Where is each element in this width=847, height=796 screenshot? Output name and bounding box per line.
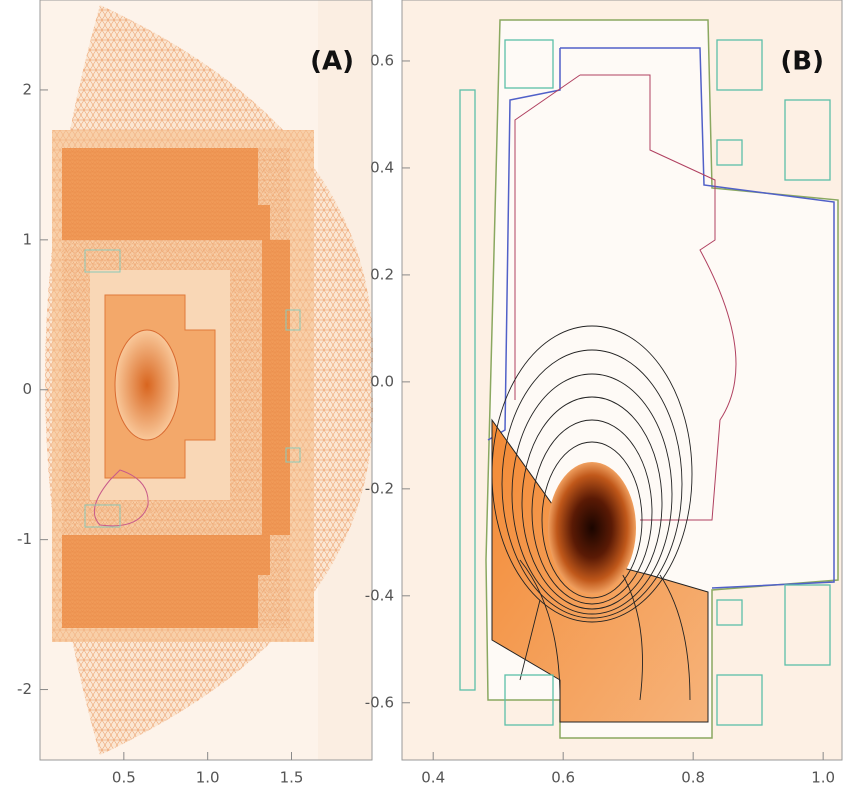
panel-a-art <box>40 0 373 760</box>
y-tick-label: 2 <box>22 80 32 98</box>
panel-label: (B) <box>780 47 824 77</box>
x-tick-label: 1.0 <box>196 769 220 787</box>
y-tick-label: 0.2 <box>370 265 394 283</box>
y-tick-label: -0.2 <box>365 479 394 497</box>
x-tick-label: 0.4 <box>421 769 445 787</box>
x-tick-label: 0.8 <box>681 769 705 787</box>
x-tick-label: 1.0 <box>811 769 835 787</box>
y-tick-label: 0.0 <box>370 372 394 390</box>
panel-b-art <box>402 0 842 760</box>
x-tick-label: 0.5 <box>112 769 136 787</box>
y-tick-label: 0.4 <box>370 158 394 176</box>
x-tick-label: 0.6 <box>551 769 575 787</box>
figure: (A) 0.5 1.0 1.5 2 1 0 -1 -2 (B) 0.4 0.6 0.8 1.0 0.6 0.4… <box>0 0 847 796</box>
y-tick-label: 0 <box>22 380 32 398</box>
x-tick-label: 1.5 <box>280 769 304 787</box>
y-tick-label: -2 <box>17 680 32 698</box>
y-tick-label: -0.6 <box>365 693 394 711</box>
y-tick-label: 0.6 <box>370 51 394 69</box>
y-tick-label: -1 <box>17 530 32 548</box>
panel-label: (A) <box>310 47 354 77</box>
y-tick-label: -0.4 <box>365 586 394 604</box>
y-tick-label: 1 <box>22 230 32 248</box>
